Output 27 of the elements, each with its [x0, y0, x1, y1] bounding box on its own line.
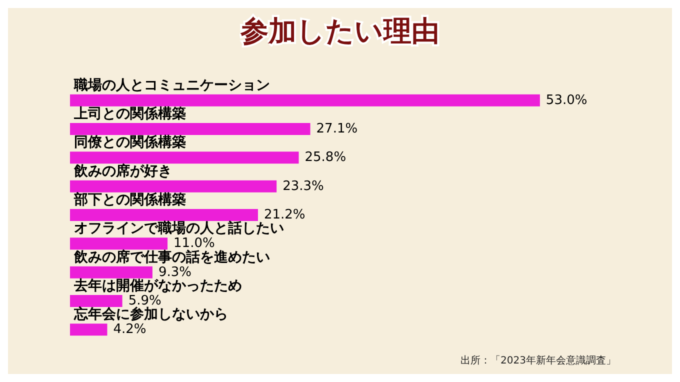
- bar: [70, 152, 299, 164]
- data-label: 4.2%: [113, 322, 146, 338]
- bar: [70, 94, 540, 106]
- data-label: 53.0%: [546, 92, 588, 108]
- bar: [70, 123, 310, 135]
- y-tick-label: 飲みの席が好き: [73, 162, 172, 180]
- text: 出所：「2023年新年会意識調査」: [460, 354, 616, 366]
- y-tick-label: 上司との関係構築: [73, 106, 186, 122]
- data-label: 21.2%: [264, 208, 306, 222]
- chart-title: 参加したい理由: [240, 14, 440, 48]
- bar: [70, 295, 122, 307]
- bar: [70, 180, 277, 192]
- y-tick-label: 同僚との関係構築: [74, 134, 186, 151]
- y-tick-label: 部下との関係構築: [73, 191, 186, 208]
- data-label: 23.3%: [282, 178, 324, 194]
- y-tick-label: 去年は開催がなかったため: [73, 278, 242, 294]
- data-label: 25.8%: [304, 150, 346, 166]
- bar: [70, 324, 108, 336]
- bar: [70, 238, 168, 250]
- y-tick-label: オフラインで職場の人と話したい: [74, 220, 284, 237]
- data-label: 27.1%: [316, 122, 358, 136]
- bar: [70, 209, 258, 221]
- data-label: 9.3%: [158, 264, 192, 280]
- bar: [70, 266, 152, 278]
- y-tick-label: 忘年会に参加しないから: [73, 306, 228, 323]
- y-tick-label: 飲みの席で仕事の話を進めたい: [73, 248, 270, 266]
- y-tick-label: 職場の人とコミュニケーション: [73, 76, 270, 94]
